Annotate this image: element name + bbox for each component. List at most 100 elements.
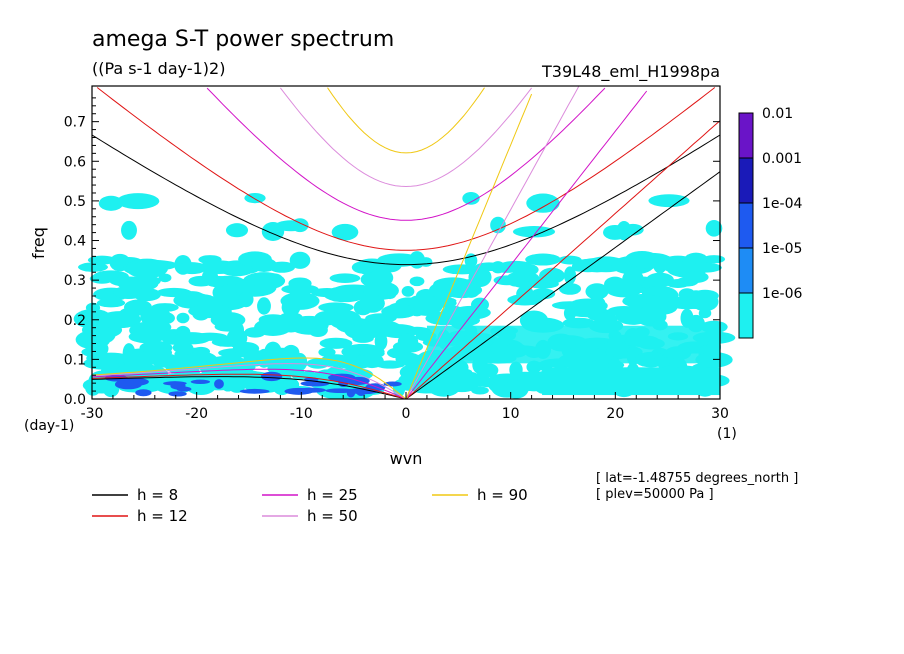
colorbar-swatch [738,202,754,249]
gravity-curve [91,134,721,266]
power-patch-low [392,340,424,353]
colorbar-swatch [738,157,754,204]
lat-annotation: [ lat=-1.48755 degrees_north ] [596,471,798,486]
power-patch-low [88,326,116,344]
power-patch-low [352,334,374,343]
rossby-curve [91,373,407,400]
power-patch-low [512,226,556,238]
power-patch-high [327,373,356,382]
power-patch-low [401,286,415,297]
power-patch-high [296,387,327,393]
plev-annotation: [ plev=50000 Pa ] [596,487,714,502]
power-patch-low [176,312,190,324]
power-patch-low [281,284,319,295]
power-patch-low [133,275,161,287]
legend-label: h = 12 [137,507,188,525]
y-tick-label: 0.7 [64,115,86,131]
power-patch-low [158,273,172,283]
power-patch-low [253,281,275,295]
x-tick-label: -10 [290,406,313,422]
power-patch-low [329,273,361,283]
power-patch-high [135,389,152,397]
colorbar-label: 1e-06 [762,286,802,302]
power-patch-low [139,350,155,368]
power-patch-low [558,283,582,295]
power-patch-low [563,266,577,285]
x-tick-label: -30 [81,406,104,422]
gravity-curve [280,87,532,188]
power-patch-low [471,386,489,395]
colorbar-swatch [738,247,754,294]
power-patch-low [698,308,712,319]
power-patch-low [702,255,726,264]
power-patch-low [539,267,565,284]
power-patch-low [225,223,249,238]
power-patch-low [426,325,720,364]
x-tick-label: 30 [711,406,729,422]
power-patch-low [479,363,499,378]
x-unit-label: (1) [717,426,737,442]
power-patch-high [168,391,187,397]
power-patch-low [542,367,720,396]
legend: h = 8 h = 12 h = 25 h = 50 h = 90 [92,486,528,525]
power-patch-low [451,305,491,320]
power-patch-low [490,216,506,234]
y-tick-label: 0.3 [64,273,86,289]
power-patch-low [374,332,388,351]
colorbar: 0.01 0.001 1e-04 1e-05 1e-06 [738,106,802,339]
kelvin-curve [405,120,721,400]
power-patch-low [688,262,722,273]
x-tick-label: 20 [606,406,624,422]
gravity-curve [206,87,606,221]
power-patch-low [308,322,328,338]
kelvin-curve [405,93,533,400]
power-patch-high [214,379,224,389]
y-tick-label: 0.5 [64,194,86,210]
power-patch-low [468,267,492,288]
power-patch-low [78,262,108,272]
power-patch-low [507,294,543,306]
power-patch-low [95,342,109,356]
y-tick-label: 0.2 [64,313,86,329]
power-patch-high [115,380,142,390]
dispersion-curves [91,86,721,400]
chart-units: ((Pa s-1 day-1)2) [92,59,225,78]
power-patch-low [648,194,690,208]
power-patch-low [289,251,311,269]
colorbar-label: 1e-04 [762,196,802,212]
power-patch-high [260,371,283,382]
y-tick-label: 0.4 [64,234,86,250]
y-tick-label: 0.1 [64,352,86,368]
power-patch-low [319,337,353,349]
power-patch-low [691,292,719,312]
run-label: T39L48_eml_H1998pa [541,62,720,82]
colorbar-label: 0.001 [762,151,802,167]
kelvin-curve [405,90,648,400]
power-patch-low [526,193,560,213]
kelvin-curve [405,171,721,400]
power-patch-low [133,288,161,302]
power-patch-low [118,307,140,324]
legend-label: h = 50 [307,507,358,525]
y-tick-label: 0.0 [64,392,86,408]
x-axis-label: wvn [390,449,423,468]
gravity-curve [96,87,716,251]
power-patch-low [705,219,723,237]
chart-title: amega S-T power spectrum [92,27,394,52]
power-patch-low [121,220,137,240]
power-patch-low [605,280,643,298]
power-patch-low [116,193,160,210]
power-patch-low [359,293,385,313]
rossby-curve [91,368,407,400]
rossby-curve [91,357,407,400]
power-patch-low [331,223,359,241]
x-tick-label: 0 [402,406,411,422]
power-patch-low [177,262,207,275]
power-patch-low [268,261,296,273]
power-patch-high [346,388,356,398]
power-patch-low [128,330,166,344]
legend-label: h = 90 [477,486,528,504]
power-patch-high [190,379,211,385]
power-patch-low [96,298,126,308]
rossby-curve [91,376,407,400]
